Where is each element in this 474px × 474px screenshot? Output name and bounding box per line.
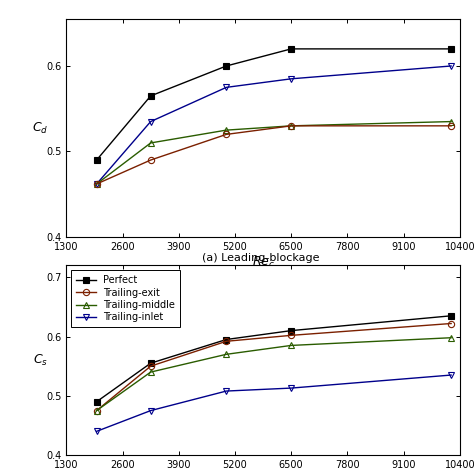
Text: (a) Leading-blockage: (a) Leading-blockage [202,253,319,264]
Legend: Perfect, Trailing-exit, Trailing-middle, Trailing-inlet: Perfect, Trailing-exit, Trailing-middle,… [71,270,180,328]
Trailing-middle [448,335,454,340]
Trailing-middle [94,408,100,413]
Y-axis label: $C_s$: $C_s$ [33,353,48,368]
Trailing-exit [288,333,294,338]
Trailing-inlet [148,408,154,413]
Perfect [288,328,294,333]
Line: Trailing-middle: Trailing-middle [93,335,454,414]
Y-axis label: $C_d$: $C_d$ [32,120,49,136]
Trailing-exit [148,363,154,369]
Line: Trailing-inlet: Trailing-inlet [93,372,454,435]
Trailing-inlet [448,372,454,378]
Perfect [148,360,154,366]
Line: Trailing-exit: Trailing-exit [93,320,454,414]
Line: Perfect: Perfect [93,313,454,405]
Trailing-inlet [94,428,100,434]
Trailing-inlet [288,385,294,391]
X-axis label: $Re_c$: $Re_c$ [252,255,274,270]
Trailing-exit [94,408,100,413]
Trailing-middle [288,343,294,348]
Trailing-middle [148,369,154,375]
Perfect [223,337,229,342]
Perfect [448,313,454,319]
Trailing-exit [223,338,229,344]
Perfect [94,399,100,404]
Trailing-middle [223,352,229,357]
Trailing-exit [448,320,454,326]
Trailing-inlet [223,388,229,394]
